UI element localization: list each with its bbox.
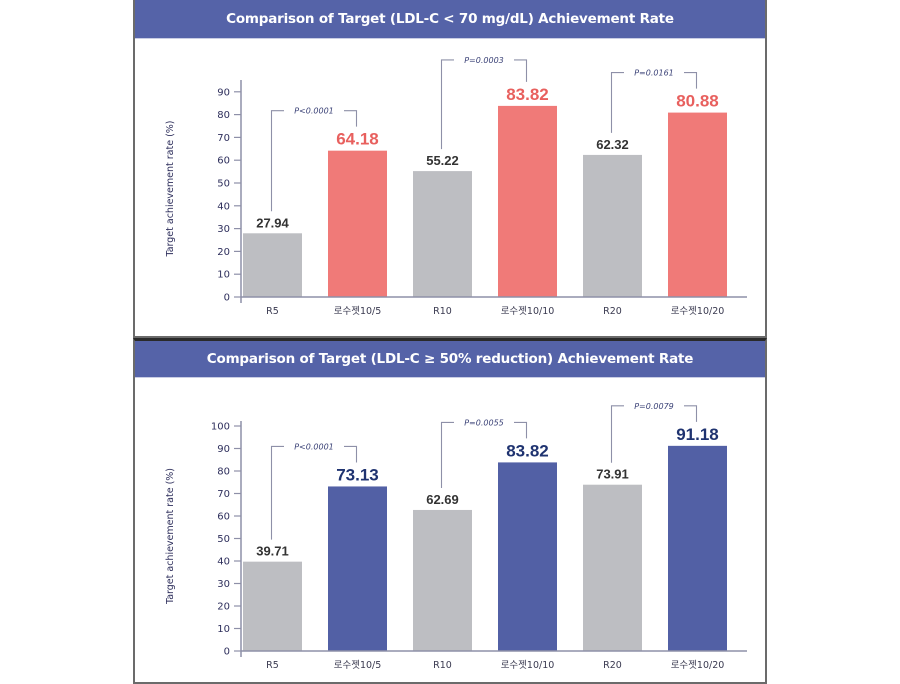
bar xyxy=(243,561,302,651)
y-tick-label: 60 xyxy=(217,512,230,523)
y-tick-label: 70 xyxy=(217,133,230,144)
y-tick-label: 20 xyxy=(217,247,230,258)
bracket-line-right xyxy=(344,110,358,127)
bar xyxy=(668,112,727,297)
data-label: 73.13 xyxy=(336,465,379,484)
p-value-label: P<0.0001 xyxy=(294,107,334,116)
x-tick-label: R5 xyxy=(266,660,279,671)
bar-chart-ldl-under-70: Target achievement rate (%) 0 10 20 30 40 50 60… xyxy=(165,56,747,317)
p-value-bracket: P=0.0003 xyxy=(440,56,528,150)
x-tick-label: R10 xyxy=(433,306,452,317)
x-tick-label: R20 xyxy=(603,660,622,671)
y-axis-label: Target achievement rate (%) xyxy=(165,120,176,257)
p-value-bracket: P<0.0001 xyxy=(270,442,358,540)
p-value-bracket: P=0.0079 xyxy=(610,402,698,463)
bracket-line-right xyxy=(684,405,698,422)
bar-chart-ldl-50pct-reduction: Target achievement rate (%) 0 10 20 30 40 50 60… xyxy=(165,402,747,671)
x-tick-label: 로수젯10/20 xyxy=(671,660,725,671)
bracket-line-left xyxy=(270,445,284,540)
chart-panel-ldl-50pct-reduction: Comparison of Target (LDL-C ≥ 50% reduct… xyxy=(133,338,767,684)
x-tick-label: R20 xyxy=(603,306,622,317)
p-value-label: P=0.0003 xyxy=(464,56,504,65)
x-tick-label: 로수젯10/5 xyxy=(334,306,382,317)
bar xyxy=(583,484,642,651)
bracket-line-left xyxy=(610,72,624,133)
y-tick-label: 60 xyxy=(217,156,230,167)
data-label: 83.82 xyxy=(506,441,549,460)
y-tick-label: 70 xyxy=(217,489,230,500)
data-label: 27.94 xyxy=(256,215,289,230)
y-tick-label: 10 xyxy=(217,270,230,281)
data-label: 62.69 xyxy=(426,492,459,507)
data-label: 91.18 xyxy=(676,425,719,444)
p-value-label: P=0.0079 xyxy=(634,402,674,411)
x-tick-label: R5 xyxy=(266,306,279,317)
bracket-line-left xyxy=(610,405,624,463)
bracket-line-right xyxy=(514,421,528,439)
y-tick-label: 50 xyxy=(217,179,230,190)
data-label: 83.82 xyxy=(506,85,549,104)
p-value-bracket: P=0.0055 xyxy=(440,418,528,488)
bracket-line-left xyxy=(440,421,454,488)
y-tick-label: 90 xyxy=(217,87,230,98)
x-tick-label: 로수젯10/5 xyxy=(334,660,382,671)
x-tick-label: R10 xyxy=(433,660,452,671)
bar xyxy=(328,150,387,297)
bracket-line-right xyxy=(344,445,358,463)
bracket-line-right xyxy=(684,72,698,89)
data-label: 62.32 xyxy=(596,137,629,152)
y-tick-label: 80 xyxy=(217,467,230,478)
y-tick-label: 10 xyxy=(217,624,230,635)
chart-title: Comparison of Target (LDL-C ≥ 50% reduct… xyxy=(135,341,765,378)
p-value-label: P=0.0055 xyxy=(464,418,504,427)
bar xyxy=(243,233,302,297)
p-value-label: P<0.0001 xyxy=(294,442,334,451)
bar xyxy=(413,509,472,651)
y-tick-label: 30 xyxy=(217,224,230,235)
y-tick-label: 0 xyxy=(224,647,230,658)
bar xyxy=(498,462,557,651)
bar xyxy=(668,445,727,651)
y-tick-label: 100 xyxy=(211,422,230,433)
bar xyxy=(498,105,557,297)
bracket-line-left xyxy=(440,59,454,150)
data-label: 80.88 xyxy=(676,92,719,111)
y-tick-label: 90 xyxy=(217,444,230,455)
p-value-label: P=0.0161 xyxy=(634,69,674,78)
y-tick-label: 40 xyxy=(217,201,230,212)
y-tick-label: 40 xyxy=(217,557,230,568)
data-label: 64.18 xyxy=(336,130,379,149)
y-tick-label: 30 xyxy=(217,579,230,590)
data-label: 73.91 xyxy=(596,467,629,482)
x-tick-label: 로수젯10/10 xyxy=(501,306,555,317)
bracket-line-right xyxy=(514,59,528,82)
y-tick-label: 20 xyxy=(217,602,230,613)
bracket-line-left xyxy=(270,110,284,212)
y-tick-label: 80 xyxy=(217,110,230,121)
bar xyxy=(413,171,472,297)
chart-panel-ldl-under-70: Comparison of Target (LDL-C < 70 mg/dL) … xyxy=(133,0,767,338)
data-label: 39.71 xyxy=(256,544,289,559)
bar xyxy=(328,486,387,651)
data-label: 55.22 xyxy=(426,153,459,168)
y-tick-label: 50 xyxy=(217,534,230,545)
bar xyxy=(583,154,642,297)
x-tick-label: 로수젯10/20 xyxy=(671,306,725,317)
y-axis-label: Target achievement rate (%) xyxy=(165,468,176,605)
p-value-bracket: P=0.0161 xyxy=(610,69,698,133)
p-value-bracket: P<0.0001 xyxy=(270,107,358,212)
chart-title: Comparison of Target (LDL-C < 70 mg/dL) … xyxy=(135,0,765,39)
x-tick-label: 로수젯10/10 xyxy=(501,660,555,671)
y-tick-label: 0 xyxy=(224,293,230,304)
